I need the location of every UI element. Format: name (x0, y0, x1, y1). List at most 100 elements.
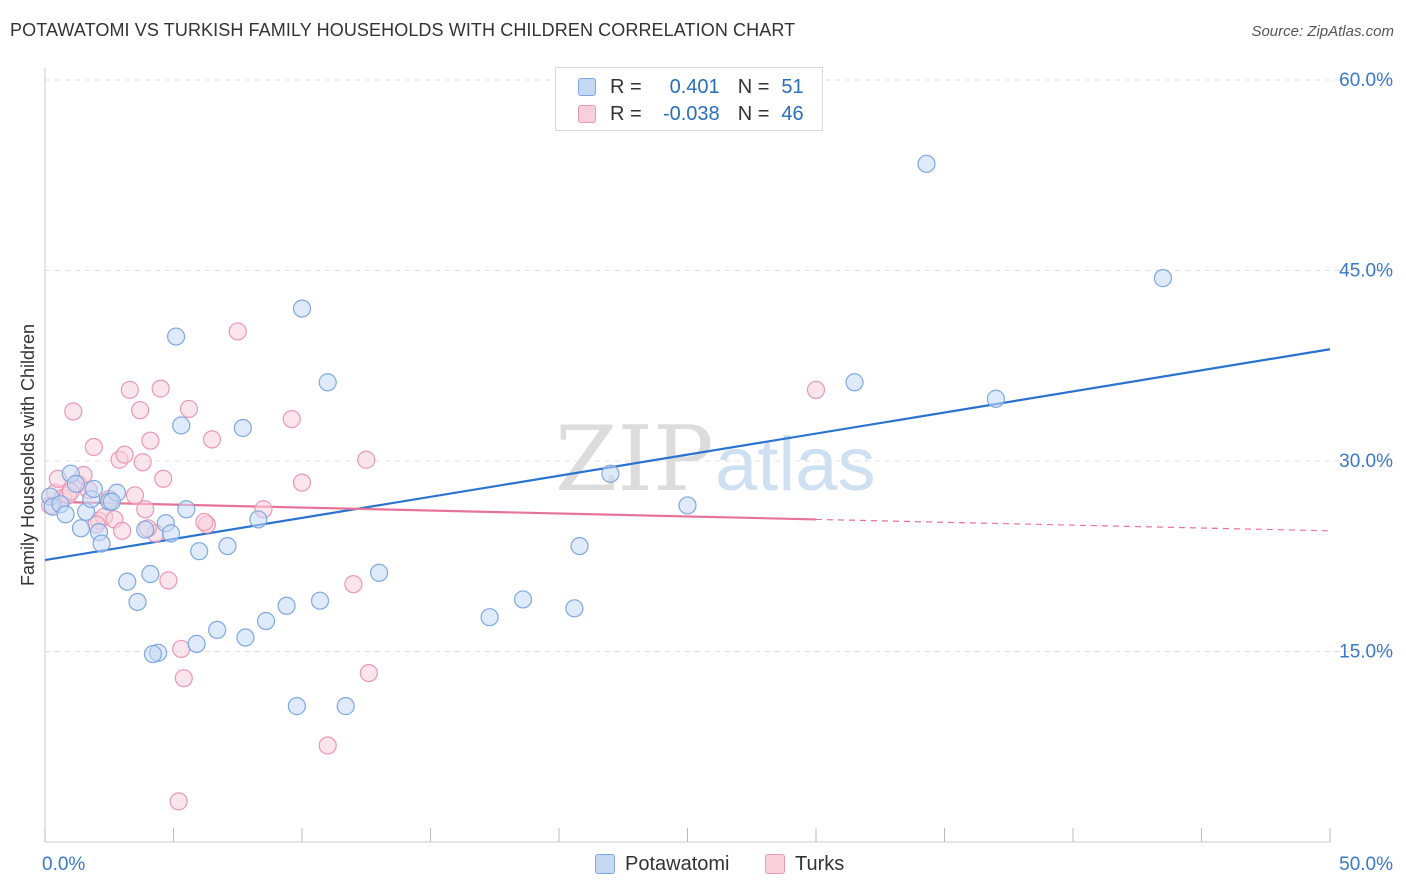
legend-n-label: N = (737, 75, 770, 98)
legend-row-turks: R = -0.038 N = 46 (578, 101, 804, 127)
bottom-legend-label: Potawatomi (625, 852, 730, 875)
trend-line-turks (44, 500, 817, 521)
point-turks (359, 663, 378, 683)
point-turks (130, 401, 150, 420)
data-points (41, 154, 1173, 811)
axes (44, 68, 1331, 843)
point-potawatomi (166, 327, 186, 346)
correlation-legend: R = 0.401 N = 51 R = -0.038 N = 46 (555, 67, 823, 131)
y-tick-label: 45.0% (1339, 261, 1393, 282)
point-turks (115, 445, 134, 464)
point-potawatomi (336, 697, 355, 716)
point-potawatomi (1153, 269, 1173, 288)
point-potawatomi (84, 479, 103, 499)
point-turks (318, 736, 337, 755)
chart-title: POTAWATOMI VS TURKISH FAMILY HOUSEHOLDS … (10, 20, 796, 40)
y-tick-label: 30.0% (1339, 451, 1393, 472)
point-turks (141, 431, 160, 450)
y-axis-label: Family Households with Children (18, 324, 38, 586)
point-potawatomi (177, 500, 196, 519)
point-potawatomi (71, 519, 91, 538)
point-potawatomi (601, 464, 620, 483)
point-potawatomi (480, 608, 499, 627)
point-turks (151, 379, 170, 398)
x-tick-label: 50.0% (1339, 854, 1393, 875)
point-turks (172, 639, 191, 659)
point-turks (125, 486, 145, 505)
point-potawatomi (986, 389, 1006, 408)
point-turks (179, 399, 199, 419)
legend-r-label: R = (610, 102, 642, 125)
point-potawatomi (513, 590, 533, 609)
point-potawatomi (141, 564, 160, 584)
point-potawatomi (190, 542, 209, 561)
point-potawatomi (256, 611, 276, 631)
point-potawatomi (143, 644, 163, 664)
point-turks (174, 669, 193, 688)
bottom-legend-label: Turks (795, 852, 845, 875)
point-potawatomi (565, 599, 584, 618)
legend-n-value: 46 (781, 102, 804, 125)
trend-lines (44, 348, 1331, 562)
watermark-atlas: atlas (715, 422, 876, 507)
point-turks (806, 380, 826, 399)
legend-swatch-pink (578, 105, 596, 123)
point-potawatomi (249, 510, 268, 529)
point-turks (154, 469, 173, 488)
point-potawatomi (678, 496, 697, 515)
legend-n-label: N = (737, 102, 770, 125)
y-tick-label: 60.0% (1339, 70, 1393, 91)
legend-n-value: 51 (781, 75, 804, 98)
bottom-legend-turks: Turks (765, 850, 844, 878)
watermark: ZIP atlas (555, 407, 876, 512)
point-potawatomi (917, 154, 936, 173)
point-potawatomi (187, 634, 206, 653)
bottom-legend-swatch-blue (595, 854, 615, 874)
point-turks (84, 437, 103, 457)
point-potawatomi (128, 592, 147, 612)
legend-swatch-blue (578, 78, 596, 96)
point-potawatomi (370, 563, 389, 582)
point-potawatomi (102, 492, 121, 511)
point-potawatomi (56, 505, 75, 524)
watermark-zip: ZIP (555, 407, 714, 512)
point-potawatomi (172, 416, 191, 435)
point-potawatomi (92, 534, 111, 553)
point-turks (169, 792, 188, 811)
legend-r-value: -0.038 (662, 102, 720, 125)
legend-r-label: R = (610, 75, 642, 98)
y-tick-label: 15.0% (1339, 642, 1393, 663)
point-potawatomi (277, 596, 296, 615)
legend-r-value: 0.401 (669, 75, 720, 98)
point-potawatomi (292, 299, 312, 318)
point-potawatomi (66, 474, 85, 493)
point-turks (292, 473, 312, 492)
bottom-legend-swatch-pink (765, 854, 785, 874)
point-turks (195, 512, 214, 532)
point-potawatomi (136, 520, 155, 539)
x-tick-label: 0.0% (42, 854, 85, 875)
source-label: Source: ZipAtlas.com (1251, 23, 1394, 40)
point-potawatomi (118, 572, 137, 591)
trend-line-potawatomi (44, 348, 1331, 562)
point-turks (344, 575, 363, 594)
point-potawatomi (218, 536, 237, 556)
point-potawatomi (287, 697, 306, 716)
point-turks (282, 409, 301, 429)
point-turks (202, 430, 222, 449)
point-turks (357, 450, 376, 469)
legend-row-potawatomi: R = 0.401 N = 51 (578, 74, 804, 100)
gridlines (45, 79, 1395, 652)
point-potawatomi (208, 620, 227, 640)
point-potawatomi (845, 373, 864, 392)
point-turks (64, 402, 83, 421)
point-potawatomi (318, 373, 337, 392)
point-potawatomi (233, 418, 252, 438)
point-potawatomi (310, 591, 330, 610)
point-turks (120, 380, 139, 399)
trend-line-turks-extension (815, 518, 1331, 532)
point-turks (133, 453, 152, 472)
point-turks (159, 571, 178, 590)
point-potawatomi (236, 628, 255, 647)
